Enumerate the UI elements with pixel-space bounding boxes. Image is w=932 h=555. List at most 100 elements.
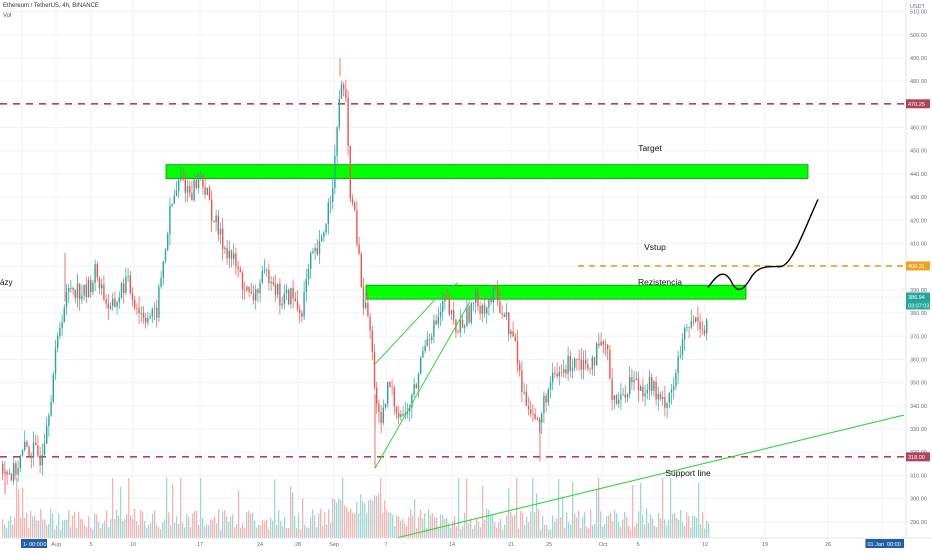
candle-body — [424, 345, 426, 352]
volume-bar — [468, 523, 470, 538]
last-price-tag[interactable]: 386.94 — [908, 295, 925, 301]
candle-body — [15, 463, 17, 475]
candle-body — [193, 179, 195, 201]
level-price-tag-bg[interactable] — [906, 452, 930, 462]
candle-body — [637, 378, 640, 391]
zone-rezistencia[interactable] — [365, 284, 747, 300]
volume-bar — [662, 478, 664, 538]
symbol-title[interactable]: Ethereum / TetherUS, 4h, BINANCE — [3, 3, 99, 9]
zones[interactable] — [165, 164, 809, 300]
volume-indicator-label[interactable]: Vol — [3, 13, 12, 19]
time-tick-label[interactable]: 26 — [825, 542, 831, 548]
volume-bar — [534, 512, 536, 538]
volume-bar — [428, 509, 430, 538]
time-tick-label[interactable]: Oct — [599, 542, 608, 548]
candle-body — [494, 287, 497, 289]
channel-lower-line[interactable] — [374, 301, 471, 469]
candle-body — [211, 199, 213, 221]
volume-bar — [584, 512, 586, 538]
candle-body — [642, 386, 644, 397]
time-tick-label[interactable]: 24 — [257, 542, 263, 548]
level-price-tag[interactable]: 400.31 — [908, 264, 925, 270]
volume-bar — [362, 501, 364, 538]
projection-path[interactable] — [707, 199, 819, 291]
volume-bar — [692, 515, 694, 538]
volume-bar — [650, 514, 652, 538]
volume-bar — [410, 509, 412, 538]
time-tick-label[interactable]: Sep — [329, 542, 339, 548]
time-tick-label[interactable]: Aug — [51, 542, 61, 548]
price-tick-label: 340.00 — [910, 404, 927, 410]
channel-upper-line[interactable] — [374, 291, 443, 365]
time-tick-label[interactable]: 25 — [546, 542, 552, 548]
time-axis[interactable]: 14 Jul '20Aug510172428Sep7142125Oct51219… — [0, 537, 932, 548]
time-tick-label[interactable]: 5 — [89, 542, 92, 548]
candle-body — [195, 179, 197, 189]
candle-body — [354, 202, 356, 211]
horizontal-levels[interactable] — [0, 102, 904, 458]
candle-body — [171, 203, 173, 206]
time-tick-label[interactable]: 10 — [130, 542, 136, 548]
time-tick-label[interactable]: 14 — [449, 542, 455, 548]
level-price-tag-bg[interactable] — [906, 261, 930, 271]
candle-body — [523, 391, 525, 393]
volume-bar — [520, 510, 522, 538]
volume-bar — [700, 524, 702, 538]
level-price-tag-bg[interactable] — [906, 99, 930, 109]
time-tick-label[interactable]: 01 Jan '21 — [868, 542, 893, 548]
volume-bar — [312, 509, 314, 538]
price-tick-label: 500.00 — [910, 33, 927, 39]
volume-bar — [12, 524, 14, 538]
level-price-tag[interactable]: 318.00 — [908, 455, 925, 461]
volume-bar — [562, 496, 564, 538]
volume-bar — [568, 522, 570, 538]
time-tick-label[interactable]: 7 — [384, 542, 387, 548]
time-tick-label[interactable]: 19 — [762, 542, 768, 548]
volume-bar — [302, 498, 304, 538]
candle-body — [659, 394, 662, 399]
candle-body — [472, 302, 475, 304]
time-tick-label[interactable]: 28 — [295, 542, 301, 548]
volume-bar — [174, 522, 176, 538]
volume-bar — [706, 520, 708, 538]
zone-target[interactable] — [165, 164, 809, 179]
volume-bar — [392, 515, 394, 538]
candle-body — [85, 284, 87, 298]
time-tag-bg — [865, 539, 899, 548]
currency-label[interactable]: USDT — [910, 4, 926, 10]
drawings[interactable] — [374, 199, 905, 539]
volume-bar — [620, 527, 622, 538]
support-line[interactable] — [395, 414, 905, 539]
channel-upper-line[interactable] — [441, 282, 459, 293]
level-price-tag[interactable]: 470.25 — [908, 102, 925, 108]
volume-bar — [142, 511, 144, 538]
last-price-tag-bg[interactable] — [906, 292, 930, 302]
volume-bar — [24, 517, 26, 538]
time-tick-label[interactable]: 5 — [636, 542, 639, 548]
volume-bar — [282, 526, 284, 538]
time-tick-label[interactable]: 17 — [197, 542, 203, 548]
volume-bar — [576, 517, 578, 538]
candle-body — [142, 312, 145, 319]
volume-bar — [212, 519, 214, 538]
price-axis[interactable]: 290.00300.00310.00320.00330.00340.00350.… — [905, 0, 930, 538]
volume-bar — [234, 527, 236, 538]
candle-body — [384, 403, 387, 408]
volume-bar — [570, 524, 572, 538]
time-tick-label[interactable]: 12 — [702, 542, 708, 548]
time-tick-label[interactable]: 21 — [508, 542, 514, 548]
candle-body — [323, 232, 325, 237]
candle-body — [338, 98, 340, 128]
volume-bar — [296, 527, 298, 538]
volume-bar — [26, 512, 28, 538]
volume-bar — [78, 511, 80, 538]
candle-body — [543, 395, 545, 414]
volume-bar — [430, 515, 432, 538]
candle-body — [547, 389, 549, 403]
candle-body — [492, 287, 494, 303]
start-time-tag-bg — [27, 539, 43, 548]
volume-bar — [660, 518, 662, 538]
candle-body — [334, 155, 336, 189]
